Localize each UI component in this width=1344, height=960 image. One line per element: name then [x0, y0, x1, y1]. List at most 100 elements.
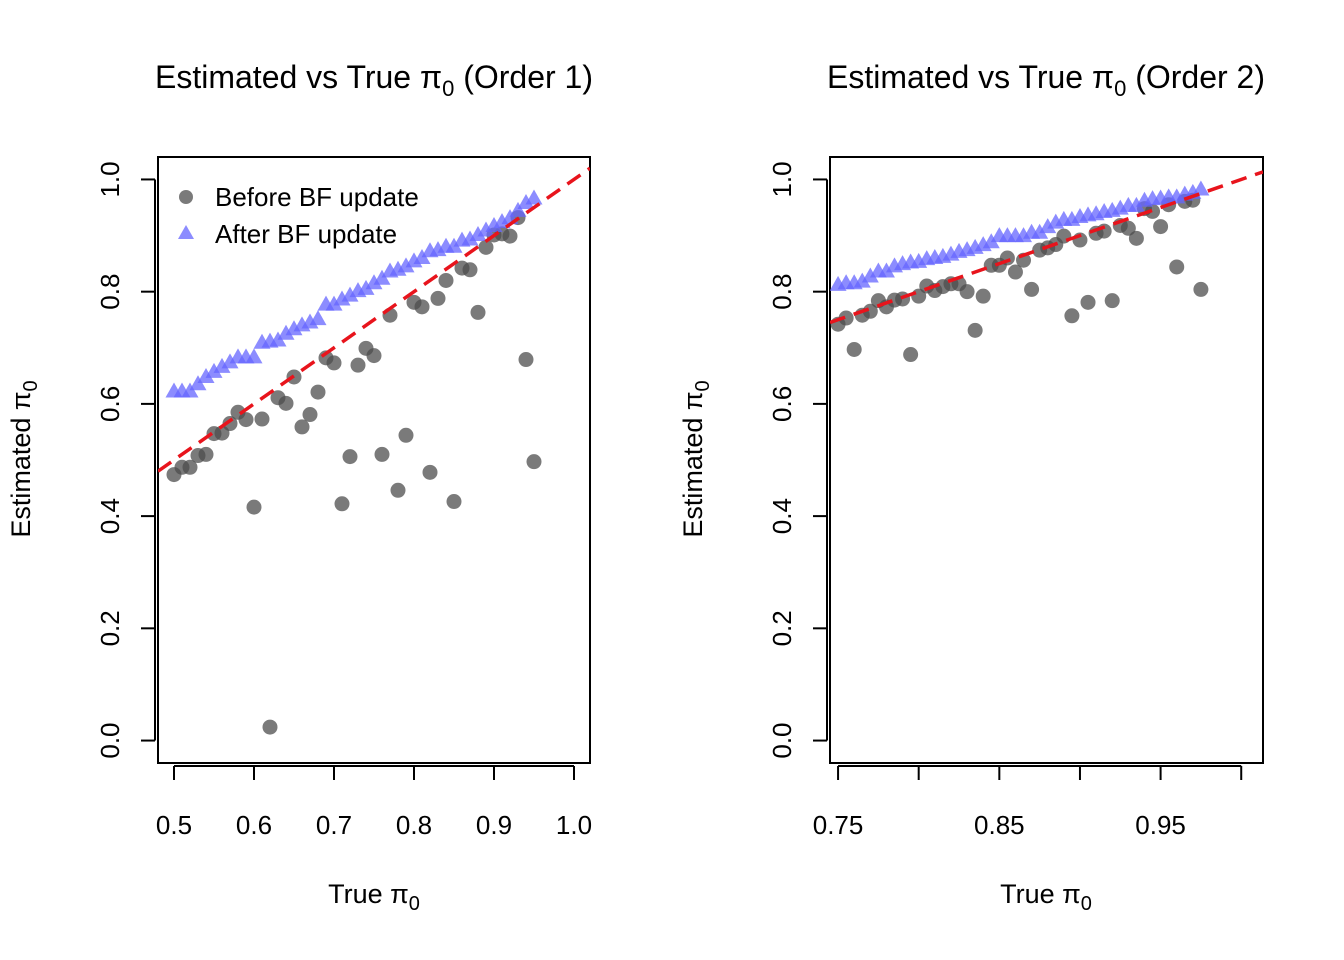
after-point [221, 353, 239, 369]
before-point [198, 446, 214, 462]
before-point [294, 419, 310, 435]
after-point [445, 237, 463, 253]
after-point [477, 221, 495, 237]
before-point [462, 262, 478, 278]
after-point [525, 189, 543, 205]
y-tick-label: 0.0 [95, 722, 125, 758]
before-point [1153, 219, 1169, 235]
x-tick-label: 0.85 [974, 810, 1025, 840]
after-point [853, 272, 871, 288]
before-point [1145, 203, 1161, 219]
before-point [326, 355, 342, 371]
before-point [342, 449, 358, 465]
y-tick-label: 1.0 [95, 161, 125, 197]
before-point [975, 288, 991, 304]
after-point [517, 194, 535, 210]
before-point [430, 290, 446, 306]
after-point [982, 233, 1000, 249]
before-point [526, 454, 542, 470]
marks [830, 170, 1263, 363]
pi-symbol: π [420, 59, 442, 95]
y-tick-label: 0.4 [767, 498, 797, 534]
before-point [278, 395, 294, 411]
before-point [302, 407, 318, 423]
panel-order-1: Estimated vs True π0 (Order 1) True π0 E… [6, 59, 593, 915]
before-point [1104, 293, 1120, 309]
after-point [341, 286, 359, 302]
after-point [1031, 223, 1049, 239]
before-point [1024, 281, 1040, 297]
legend-after-marker [178, 225, 194, 239]
y-tick-label: 0.8 [767, 274, 797, 310]
after-point [1127, 196, 1145, 212]
panel-order-2: Estimated vs True π0 (Order 2) True π0 E… [678, 59, 1265, 915]
after-point [205, 362, 223, 378]
x-tick-label: 0.9 [476, 810, 512, 840]
y-tick-label: 0.2 [95, 610, 125, 646]
plot-frame [829, 156, 1264, 764]
legend-before-label: Before BF update [215, 182, 419, 212]
axes: 0.5 0.6 0.7 0.8 0.9 1.0 0.0 0.2 0.4 0.6 0.8 1.0 [95, 161, 592, 840]
after-point [1039, 218, 1057, 234]
legend-after-label: After BF update [215, 219, 397, 249]
before-point [254, 411, 270, 427]
before-point [390, 482, 406, 498]
after-point [277, 324, 295, 340]
before-point [478, 239, 494, 255]
marks [158, 166, 590, 735]
plot-area [158, 166, 590, 735]
plot-frame [157, 156, 591, 764]
panel-title: Estimated vs True π0 (Order 1) [155, 59, 593, 101]
before-point [838, 310, 854, 326]
before-point [414, 299, 430, 315]
before-point [967, 322, 983, 338]
identity-line [830, 170, 1263, 325]
legend: Before BF update After BF update [178, 182, 419, 249]
after-point [861, 267, 879, 283]
before-point [502, 228, 518, 244]
before-point [1064, 308, 1080, 324]
x-tick-label: 0.75 [813, 810, 864, 840]
after-point [309, 310, 327, 326]
after-point [397, 257, 415, 273]
before-point [959, 284, 975, 300]
subscript: 0 [442, 76, 454, 101]
before-point [1056, 228, 1072, 244]
after-point [877, 262, 895, 278]
before-point [246, 499, 262, 515]
y-tick-label: 0.6 [767, 386, 797, 422]
y-tick-label: 1.0 [767, 161, 797, 197]
before-point [398, 427, 414, 443]
subscript: 0 [1114, 76, 1126, 101]
y-tick-label: 0.6 [95, 386, 125, 422]
y-tick-label: 0.8 [95, 274, 125, 310]
after-point [509, 201, 527, 217]
before-point [1193, 281, 1209, 297]
x-axis-label: True π0 [1000, 879, 1092, 915]
after-point [197, 367, 215, 383]
before-point [1128, 230, 1144, 246]
before-point [846, 341, 862, 357]
identity-line [158, 166, 590, 473]
panel-title: Estimated vs True π0 (Order 2) [827, 59, 1265, 101]
after-point [333, 290, 351, 306]
before-point [446, 494, 462, 510]
before-point [1169, 259, 1185, 275]
y-axis-label: Estimated π0 [678, 380, 714, 537]
x-tick-label: 0.95 [1135, 810, 1186, 840]
after-point [1192, 180, 1210, 196]
before-point [182, 459, 198, 475]
after-point [485, 217, 503, 233]
before-point [862, 303, 878, 319]
after-point [461, 230, 479, 246]
before-point [422, 464, 438, 480]
after-point [245, 348, 263, 364]
x-tick-label: 0.8 [396, 810, 432, 840]
before-point [334, 496, 350, 512]
y-axis-label: Estimated π0 [6, 380, 42, 537]
before-point [262, 719, 278, 735]
before-point [366, 348, 382, 364]
before-point [350, 357, 366, 373]
plot-area [830, 170, 1263, 363]
after-point [213, 357, 231, 373]
